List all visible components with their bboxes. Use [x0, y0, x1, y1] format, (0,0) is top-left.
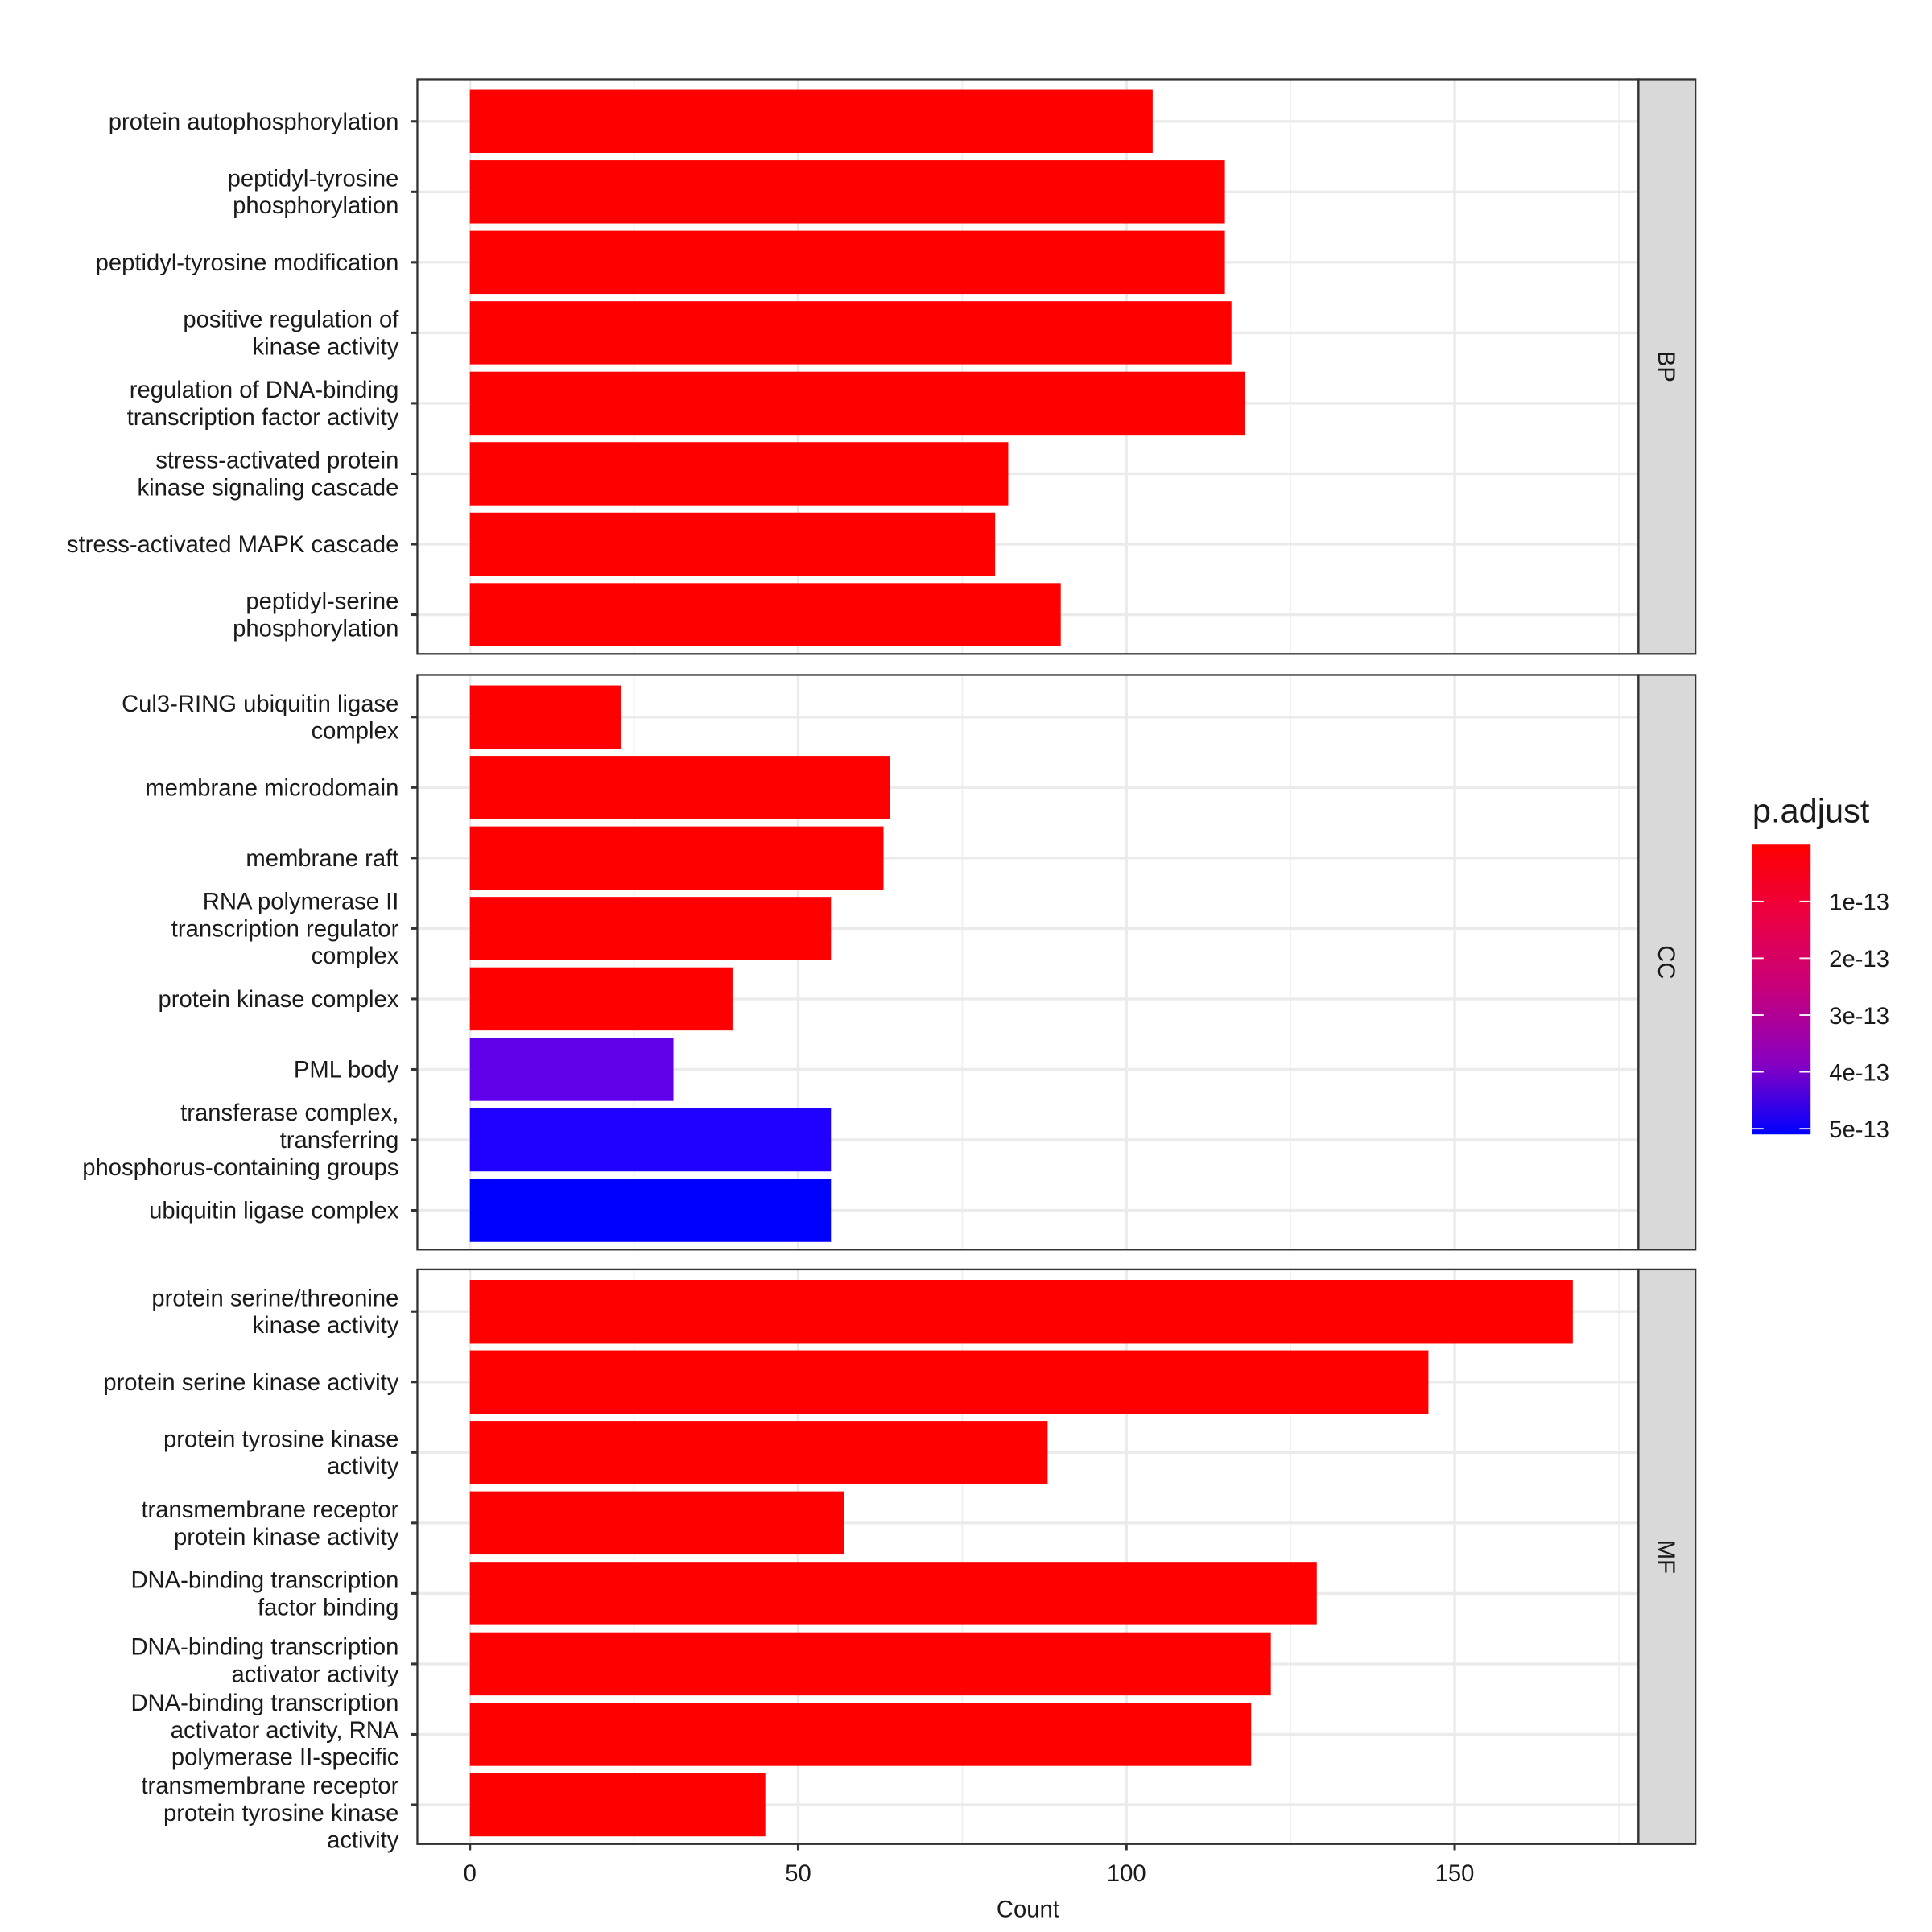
bar	[469, 1038, 674, 1101]
legend-title: p.adjust	[1752, 792, 1870, 830]
bar	[469, 1562, 1317, 1625]
y-tick-label: stress-activated MAPK cascade	[67, 532, 398, 558]
y-tick-label: RNA polymerase II transcription regulator…	[171, 890, 399, 970]
y-tick-label: protein tyrosine kinase activity	[163, 1426, 399, 1480]
y-tick-label: peptidyl-tyrosine phosphorylation	[228, 166, 399, 219]
y-tick-label: transmembrane receptor protein kinase act…	[141, 1497, 398, 1550]
legend-colorbar	[1752, 844, 1811, 1135]
facet-panel-bp: protein autophosphorylation peptidyl-tyro…	[67, 78, 1697, 655]
facet-strip	[1637, 78, 1697, 655]
bar	[469, 1179, 832, 1242]
facet-strip	[1637, 1268, 1697, 1845]
y-tick-label: ubiquitin ligase complex	[149, 1199, 399, 1224]
bar	[469, 230, 1225, 295]
x-tick-label: 150	[1435, 1861, 1475, 1887]
y-tick-label: membrane microdomain	[145, 775, 398, 801]
y-tick-label: protein kinase complex	[159, 987, 399, 1013]
facet-panel-cc: Cul3-RING ubiquitin ligase complex membran…	[82, 674, 1697, 1251]
bar	[469, 1280, 1573, 1344]
bar	[469, 826, 884, 890]
facet-strip-label: MF	[1653, 1540, 1678, 1574]
legend: p.adjust 1e-13 2e-13 3e-13 4e-13 5e-13	[1752, 792, 1889, 1143]
bar	[469, 1703, 1252, 1766]
x-axis-title: Count	[997, 1897, 1059, 1923]
bar	[469, 1773, 766, 1837]
bar	[469, 442, 1009, 506]
facet-strip-label: BP	[1653, 351, 1678, 382]
bar	[469, 685, 621, 749]
facet-strip	[1637, 674, 1697, 1251]
legend-tick-label: 3e-13	[1829, 1004, 1889, 1030]
y-tick-label: DNA-binding transcription activator activ…	[130, 1690, 398, 1771]
y-tick-label: peptidyl-tyrosine modification	[96, 250, 399, 276]
y-tick-label: positive regulation of kinase activity	[183, 307, 399, 360]
bar	[469, 1491, 844, 1555]
bar	[469, 160, 1225, 224]
y-tick-label: protein serine kinase activity	[103, 1370, 398, 1396]
bar	[469, 1421, 1048, 1484]
y-tick-label: membrane raft	[246, 846, 398, 872]
bar	[469, 967, 733, 1031]
y-tick-label: transferase complex, transferring phosphor…	[82, 1100, 398, 1181]
y-tick-label: regulation of DNA-binding transcription f…	[127, 378, 399, 431]
y-tick-label: peptidyl-serine phosphorylation	[233, 589, 398, 642]
y-tick-label: protein autophosphorylation	[109, 109, 399, 135]
bar	[469, 89, 1153, 153]
x-tick-label: 100	[1107, 1861, 1146, 1887]
y-tick-label: transmembrane receptor protein tyrosine k…	[141, 1773, 398, 1854]
y-tick-label: Cul3-RING ubiquitin ligase complex	[122, 691, 399, 745]
x-tick-label: 0	[464, 1861, 477, 1887]
bar	[469, 371, 1245, 436]
y-tick-label: DNA-binding transcription activator activ…	[130, 1635, 398, 1688]
facet-panel-mf: protein serine/threonine kinase activity p…	[103, 1268, 1697, 1854]
bar	[469, 897, 832, 960]
bar	[469, 301, 1232, 365]
x-tick-label: 50	[785, 1861, 811, 1887]
legend-tick-label: 4e-13	[1829, 1060, 1889, 1086]
y-tick-label: PML body	[294, 1057, 399, 1083]
bar	[469, 512, 996, 576]
y-tick-label: DNA-binding transcription factor binding	[130, 1567, 398, 1620]
bar	[469, 1350, 1429, 1414]
bar	[469, 756, 890, 819]
facet-strip-label: CC	[1653, 945, 1678, 979]
bar	[469, 1108, 832, 1172]
bar	[469, 583, 1061, 646]
legend-tick-label: 5e-13	[1829, 1117, 1889, 1143]
y-tick-label: stress-activated protein kinase signaling…	[138, 448, 399, 502]
legend-tick-label: 1e-13	[1829, 890, 1889, 916]
legend-tick-label: 2e-13	[1829, 947, 1889, 972]
y-tick-label: protein serine/threonine kinase activity	[151, 1286, 398, 1339]
bar	[469, 1632, 1271, 1696]
